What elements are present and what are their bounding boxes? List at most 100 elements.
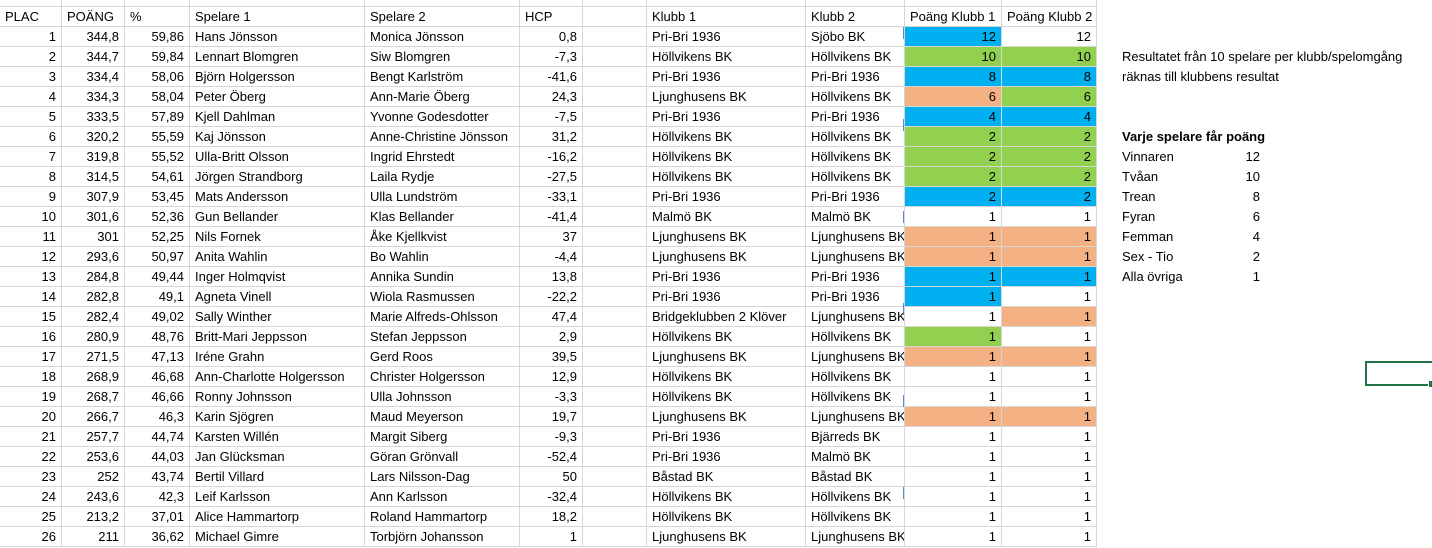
cell-hcp[interactable]: 19,7 <box>520 407 583 427</box>
cell-spelare1[interactable]: Jan Glücksman <box>190 447 365 467</box>
cell-spelare1[interactable] <box>190 0 365 7</box>
cell-klubb2[interactable]: Båstad BK <box>806 467 905 487</box>
cell-spelare1[interactable]: Karin Sjögren <box>190 407 365 427</box>
cell-poang-klubb2[interactable]: 6 <box>1002 87 1097 107</box>
cell-klubb1[interactable]: Pri-Bri 1936 <box>647 287 806 307</box>
cell-spelare2[interactable]: Anne-Christine Jönsson <box>365 127 520 147</box>
cell-poang-klubb1[interactable]: 1 <box>905 407 1002 427</box>
cell-klubb2[interactable]: Ljunghusens BK <box>806 347 905 367</box>
cell-poang-klubb2[interactable]: 1 <box>1002 247 1097 267</box>
cell-hcp[interactable]: -27,5 <box>520 167 583 187</box>
cell-klubb2[interactable]: Höllvikens BK <box>806 87 905 107</box>
cell-blank[interactable] <box>583 47 647 67</box>
cell-poang[interactable] <box>62 0 125 7</box>
cell-hcp[interactable]: -9,3 <box>520 427 583 447</box>
cell-plac[interactable]: 10 <box>0 207 62 227</box>
cell-spelare1[interactable]: Iréne Grahn <box>190 347 365 367</box>
cell-klubb2[interactable]: Höllvikens BK <box>806 327 905 347</box>
cell-plac[interactable]: 14 <box>0 287 62 307</box>
cell-blank[interactable] <box>583 367 647 387</box>
cell-spelare1[interactable]: Jörgen Strandborg <box>190 167 365 187</box>
cell-poang-klubb1[interactable]: 1 <box>905 327 1002 347</box>
cell-poang-klubb2[interactable]: 2 <box>1002 167 1097 187</box>
cell-hcp[interactable]: -33,1 <box>520 187 583 207</box>
cell-poang[interactable]: 268,7 <box>62 387 125 407</box>
cell-spelare1[interactable]: Kjell Dahlman <box>190 107 365 127</box>
cell-poang[interactable]: 301 <box>62 227 125 247</box>
header-spelare2[interactable]: Spelare 2 <box>365 7 520 27</box>
cell-klubb1[interactable]: Höllvikens BK <box>647 167 806 187</box>
cell-klubb2[interactable]: Höllvikens BK <box>806 367 905 387</box>
cell-blank[interactable] <box>583 467 647 487</box>
cell-klubb1[interactable]: Pri-Bri 1936 <box>647 107 806 127</box>
cell-spelare1[interactable]: Agneta Vinell <box>190 287 365 307</box>
cell-blank[interactable] <box>583 407 647 427</box>
cell-klubb2[interactable]: Pri-Bri 1936 <box>806 267 905 287</box>
cell-procent[interactable]: 49,1 <box>125 287 190 307</box>
cell-hcp[interactable] <box>520 0 583 7</box>
cell-klubb2[interactable]: Pri-Bri 1936 <box>806 287 905 307</box>
cell-poang-klubb1[interactable]: 1 <box>905 247 1002 267</box>
cell-spelare2[interactable]: Wiola Rasmussen <box>365 287 520 307</box>
cell-blank[interactable] <box>583 207 647 227</box>
cell-procent[interactable]: 54,61 <box>125 167 190 187</box>
cell-klubb2[interactable]: Höllvikens BK <box>806 167 905 187</box>
cell-klubb2[interactable]: Pri-Bri 1936 <box>806 107 905 127</box>
cell-spelare1[interactable]: Gun Bellander <box>190 207 365 227</box>
cell-spelare2[interactable]: Yvonne Godesdotter <box>365 107 520 127</box>
cell-poang-klubb1[interactable]: 1 <box>905 227 1002 247</box>
cell-poang[interactable]: 320,2 <box>62 127 125 147</box>
cell-spelare2[interactable]: Ingrid Ehrstedt <box>365 147 520 167</box>
cell-poang[interactable]: 243,6 <box>62 487 125 507</box>
cell-plac[interactable]: 11 <box>0 227 62 247</box>
cell-procent[interactable]: 43,74 <box>125 467 190 487</box>
cell-klubb1[interactable]: Ljunghusens BK <box>647 247 806 267</box>
cell-poang-klubb2[interactable]: 8 <box>1002 67 1097 87</box>
cell-blank[interactable] <box>583 427 647 447</box>
cell-poang[interactable]: 344,7 <box>62 47 125 67</box>
cell-blank[interactable] <box>583 27 647 47</box>
cell-poang-klubb1[interactable]: 1 <box>905 307 1002 327</box>
cell-blank[interactable] <box>583 187 647 207</box>
cell-poang-klubb2[interactable]: 2 <box>1002 127 1097 147</box>
cell-spelare2[interactable]: Laila Rydje <box>365 167 520 187</box>
cell-hcp[interactable]: 12,9 <box>520 367 583 387</box>
cell-klubb2[interactable]: Malmö BK <box>806 207 905 227</box>
cell-spelare2[interactable]: Lars Nilsson-Dag <box>365 467 520 487</box>
cell-poang-klubb2[interactable]: 1 <box>1002 207 1097 227</box>
cell-blank[interactable] <box>583 67 647 87</box>
cell-poang-klubb2[interactable]: 1 <box>1002 407 1097 427</box>
cell-poang-klubb2[interactable]: 12 <box>1002 27 1097 47</box>
cell-klubb1[interactable]: Pri-Bri 1936 <box>647 27 806 47</box>
cell-klubb1[interactable]: Höllvikens BK <box>647 47 806 67</box>
cell-plac[interactable]: 8 <box>0 167 62 187</box>
cell-procent[interactable]: 46,66 <box>125 387 190 407</box>
cell-poang-klubb1[interactable]: 10 <box>905 47 1002 67</box>
cell-spelare2[interactable]: Ulla Lundström <box>365 187 520 207</box>
cell-hcp[interactable]: 13,8 <box>520 267 583 287</box>
cell-blank[interactable] <box>583 247 647 267</box>
header-poang-klubb1[interactable]: Poäng Klubb 1 <box>905 7 1002 27</box>
cell-poang-klubb2[interactable]: 1 <box>1002 467 1097 487</box>
cell-spelare1[interactable]: Anita Wahlin <box>190 247 365 267</box>
cell-procent[interactable]: 55,52 <box>125 147 190 167</box>
cell-procent[interactable]: 53,45 <box>125 187 190 207</box>
cell-plac[interactable]: 13 <box>0 267 62 287</box>
cell-spelare1[interactable]: Björn Holgersson <box>190 67 365 87</box>
cell-blank[interactable] <box>583 387 647 407</box>
cell-blank[interactable] <box>583 227 647 247</box>
cell-hcp[interactable]: -16,2 <box>520 147 583 167</box>
cell-procent[interactable]: 57,89 <box>125 107 190 127</box>
cell-spelare1[interactable]: Michael Gimre <box>190 527 365 547</box>
cell-spelare2[interactable]: Stefan Jeppsson <box>365 327 520 347</box>
cell-spelare1[interactable]: Britt-Mari Jeppsson <box>190 327 365 347</box>
cell-klubb2[interactable]: Höllvikens BK <box>806 507 905 527</box>
cell-plac[interactable]: 23 <box>0 467 62 487</box>
cell-spelare2[interactable]: Klas Bellander <box>365 207 520 227</box>
cell-procent[interactable]: 37,01 <box>125 507 190 527</box>
cell-poang[interactable]: 266,7 <box>62 407 125 427</box>
cell-hcp[interactable]: 2,9 <box>520 327 583 347</box>
cell-plac[interactable]: 9 <box>0 187 62 207</box>
cell-procent[interactable]: 36,62 <box>125 527 190 547</box>
cell-klubb2[interactable]: Höllvikens BK <box>806 387 905 407</box>
